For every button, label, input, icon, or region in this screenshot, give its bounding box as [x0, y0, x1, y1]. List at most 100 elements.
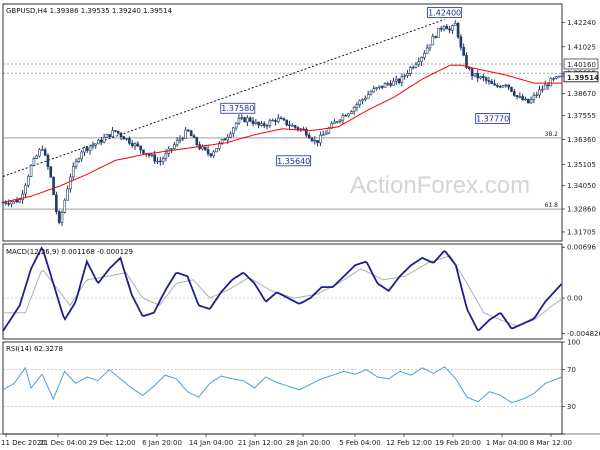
x-tick-label: 21 Dec 04:00 [39, 439, 86, 447]
candle-body [29, 164, 33, 177]
candle-body [21, 193, 24, 200]
candle-body [69, 176, 72, 190]
candle-body [324, 132, 328, 135]
candle-body [369, 91, 373, 95]
candle-body [397, 78, 401, 84]
candle-body [243, 117, 246, 123]
price-tick-label: 1.35105 [567, 161, 596, 169]
resistance-price-tag [563, 58, 599, 70]
annotation-label-2: 1.35640 [277, 157, 310, 166]
candle-body [507, 84, 510, 88]
candle-body [319, 134, 322, 144]
x-tick-label: 11 Dec 2020 [1, 439, 46, 447]
candle-body [538, 89, 541, 96]
candle-body [442, 26, 446, 30]
candle-body [142, 149, 145, 154]
candle-body [555, 76, 558, 79]
candle-body [217, 142, 221, 149]
candle-body [448, 28, 451, 31]
rsi-tick-label: 100 [567, 339, 580, 347]
annotation-box-1 [220, 102, 256, 114]
candle-body [80, 151, 83, 160]
candle-body [403, 75, 406, 77]
candle-body [139, 145, 142, 151]
candle-body [55, 194, 58, 212]
candle-body [156, 160, 159, 163]
candle-body [476, 73, 480, 79]
candle-body [133, 143, 137, 147]
candle-body [223, 138, 227, 141]
candle-body [66, 188, 69, 201]
annotation-label-0: 1.42400 [428, 8, 461, 17]
candle-body [327, 127, 331, 134]
candle-body [153, 154, 156, 162]
rsi-line [2, 366, 563, 404]
candle-body [52, 176, 55, 196]
x-tick-label: 28 Jan 20:00 [286, 439, 330, 447]
candle-body [532, 95, 536, 100]
candle-body [254, 121, 258, 124]
candle-body [209, 153, 213, 157]
candle-body [192, 135, 196, 138]
candle-body [456, 23, 460, 38]
candle-body [552, 78, 555, 80]
candle-body [24, 184, 27, 195]
candle-body [279, 117, 283, 120]
candle-body [470, 68, 474, 77]
candle-body [147, 153, 151, 156]
candle-body [175, 140, 179, 145]
candle-body [549, 78, 553, 87]
x-tick-label: 6 Jan 20:00 [142, 439, 182, 447]
candle-body [268, 120, 272, 126]
candle-body [524, 98, 527, 101]
annotation-label-3: 1.37770 [476, 114, 509, 123]
candle-body [288, 124, 291, 126]
candle-body [423, 53, 426, 58]
candle-body [361, 99, 364, 102]
candle-body [251, 120, 255, 124]
macd-tick-label: -0.004826 [567, 330, 600, 338]
candle-body [206, 149, 210, 155]
annotation-box-3 [475, 113, 511, 124]
candle-body [302, 128, 305, 131]
candle-body [482, 76, 485, 79]
candle-body [285, 119, 289, 126]
candle-body [521, 96, 524, 101]
candle-body [431, 36, 435, 46]
candle-body [85, 147, 89, 151]
candle-body [136, 143, 140, 147]
rsi-tick-label: 70 [567, 366, 576, 374]
candle-body [257, 121, 260, 126]
candle-body [307, 134, 311, 139]
candle-body [510, 86, 513, 92]
candle-body [150, 154, 154, 156]
candle-body [465, 54, 468, 68]
candle-body [60, 212, 64, 223]
candle-body [100, 139, 103, 143]
candle-body [130, 143, 134, 147]
candle-body [364, 97, 367, 100]
candle-body [111, 130, 114, 137]
candle-body [512, 91, 516, 96]
candle-body [335, 121, 339, 123]
candle-body [445, 26, 449, 30]
price-tick-label: 1.37555 [567, 112, 596, 120]
candle-body [128, 138, 131, 144]
candle-body [97, 139, 100, 145]
macd-tick-label: 0.00 [567, 295, 583, 303]
candle-body [88, 146, 92, 151]
price-header: GBPUSD,H4 1.39386 1.39535 1.39240 1.3951… [6, 7, 173, 15]
candle-body [161, 158, 165, 163]
annotation-box-2 [276, 155, 312, 167]
candle-body [189, 130, 193, 137]
annotation-label-1: 1.37580 [221, 104, 254, 113]
candle-body [493, 83, 496, 86]
candle-body [310, 137, 314, 141]
candle-body [358, 100, 362, 105]
candle-body [26, 175, 30, 186]
x-tick-label: 5 Feb 04:00 [339, 439, 380, 447]
candle-body [560, 74, 564, 77]
candle-body [372, 88, 376, 93]
candle-body [321, 134, 325, 136]
